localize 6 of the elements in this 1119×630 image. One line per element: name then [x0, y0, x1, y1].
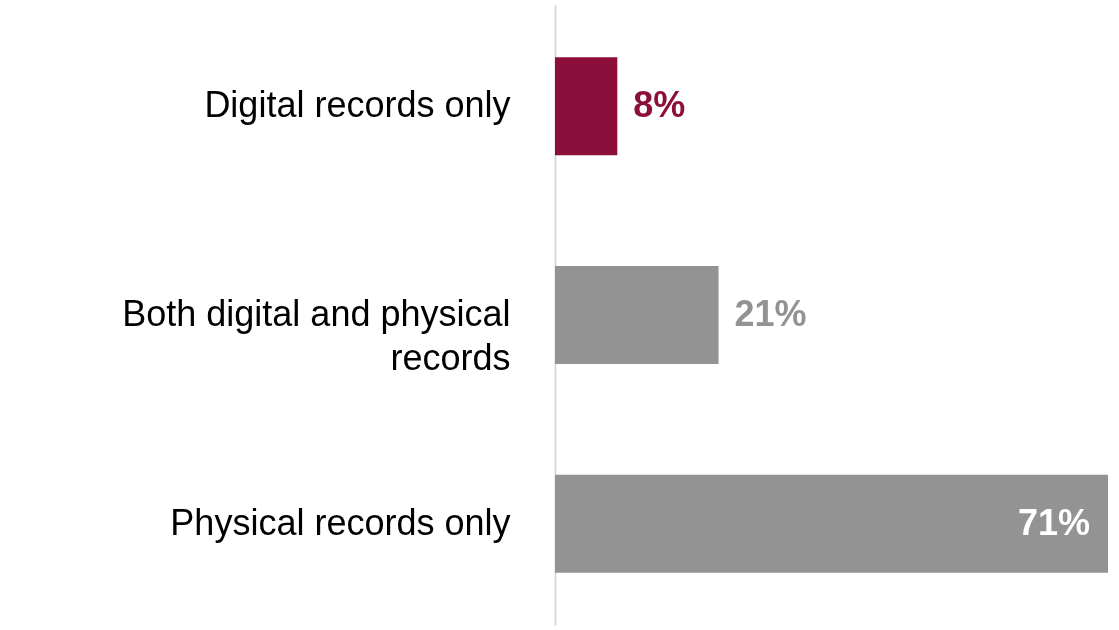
data-label: 71% — [1017, 501, 1090, 543]
y-tick-label: Digital records only — [204, 84, 511, 126]
data-label: 8% — [633, 84, 686, 126]
data-label: 21% — [734, 293, 807, 334]
y-tick-label: Both digital and physical records — [122, 293, 511, 378]
y-tick-label: Physical records only — [170, 501, 511, 543]
